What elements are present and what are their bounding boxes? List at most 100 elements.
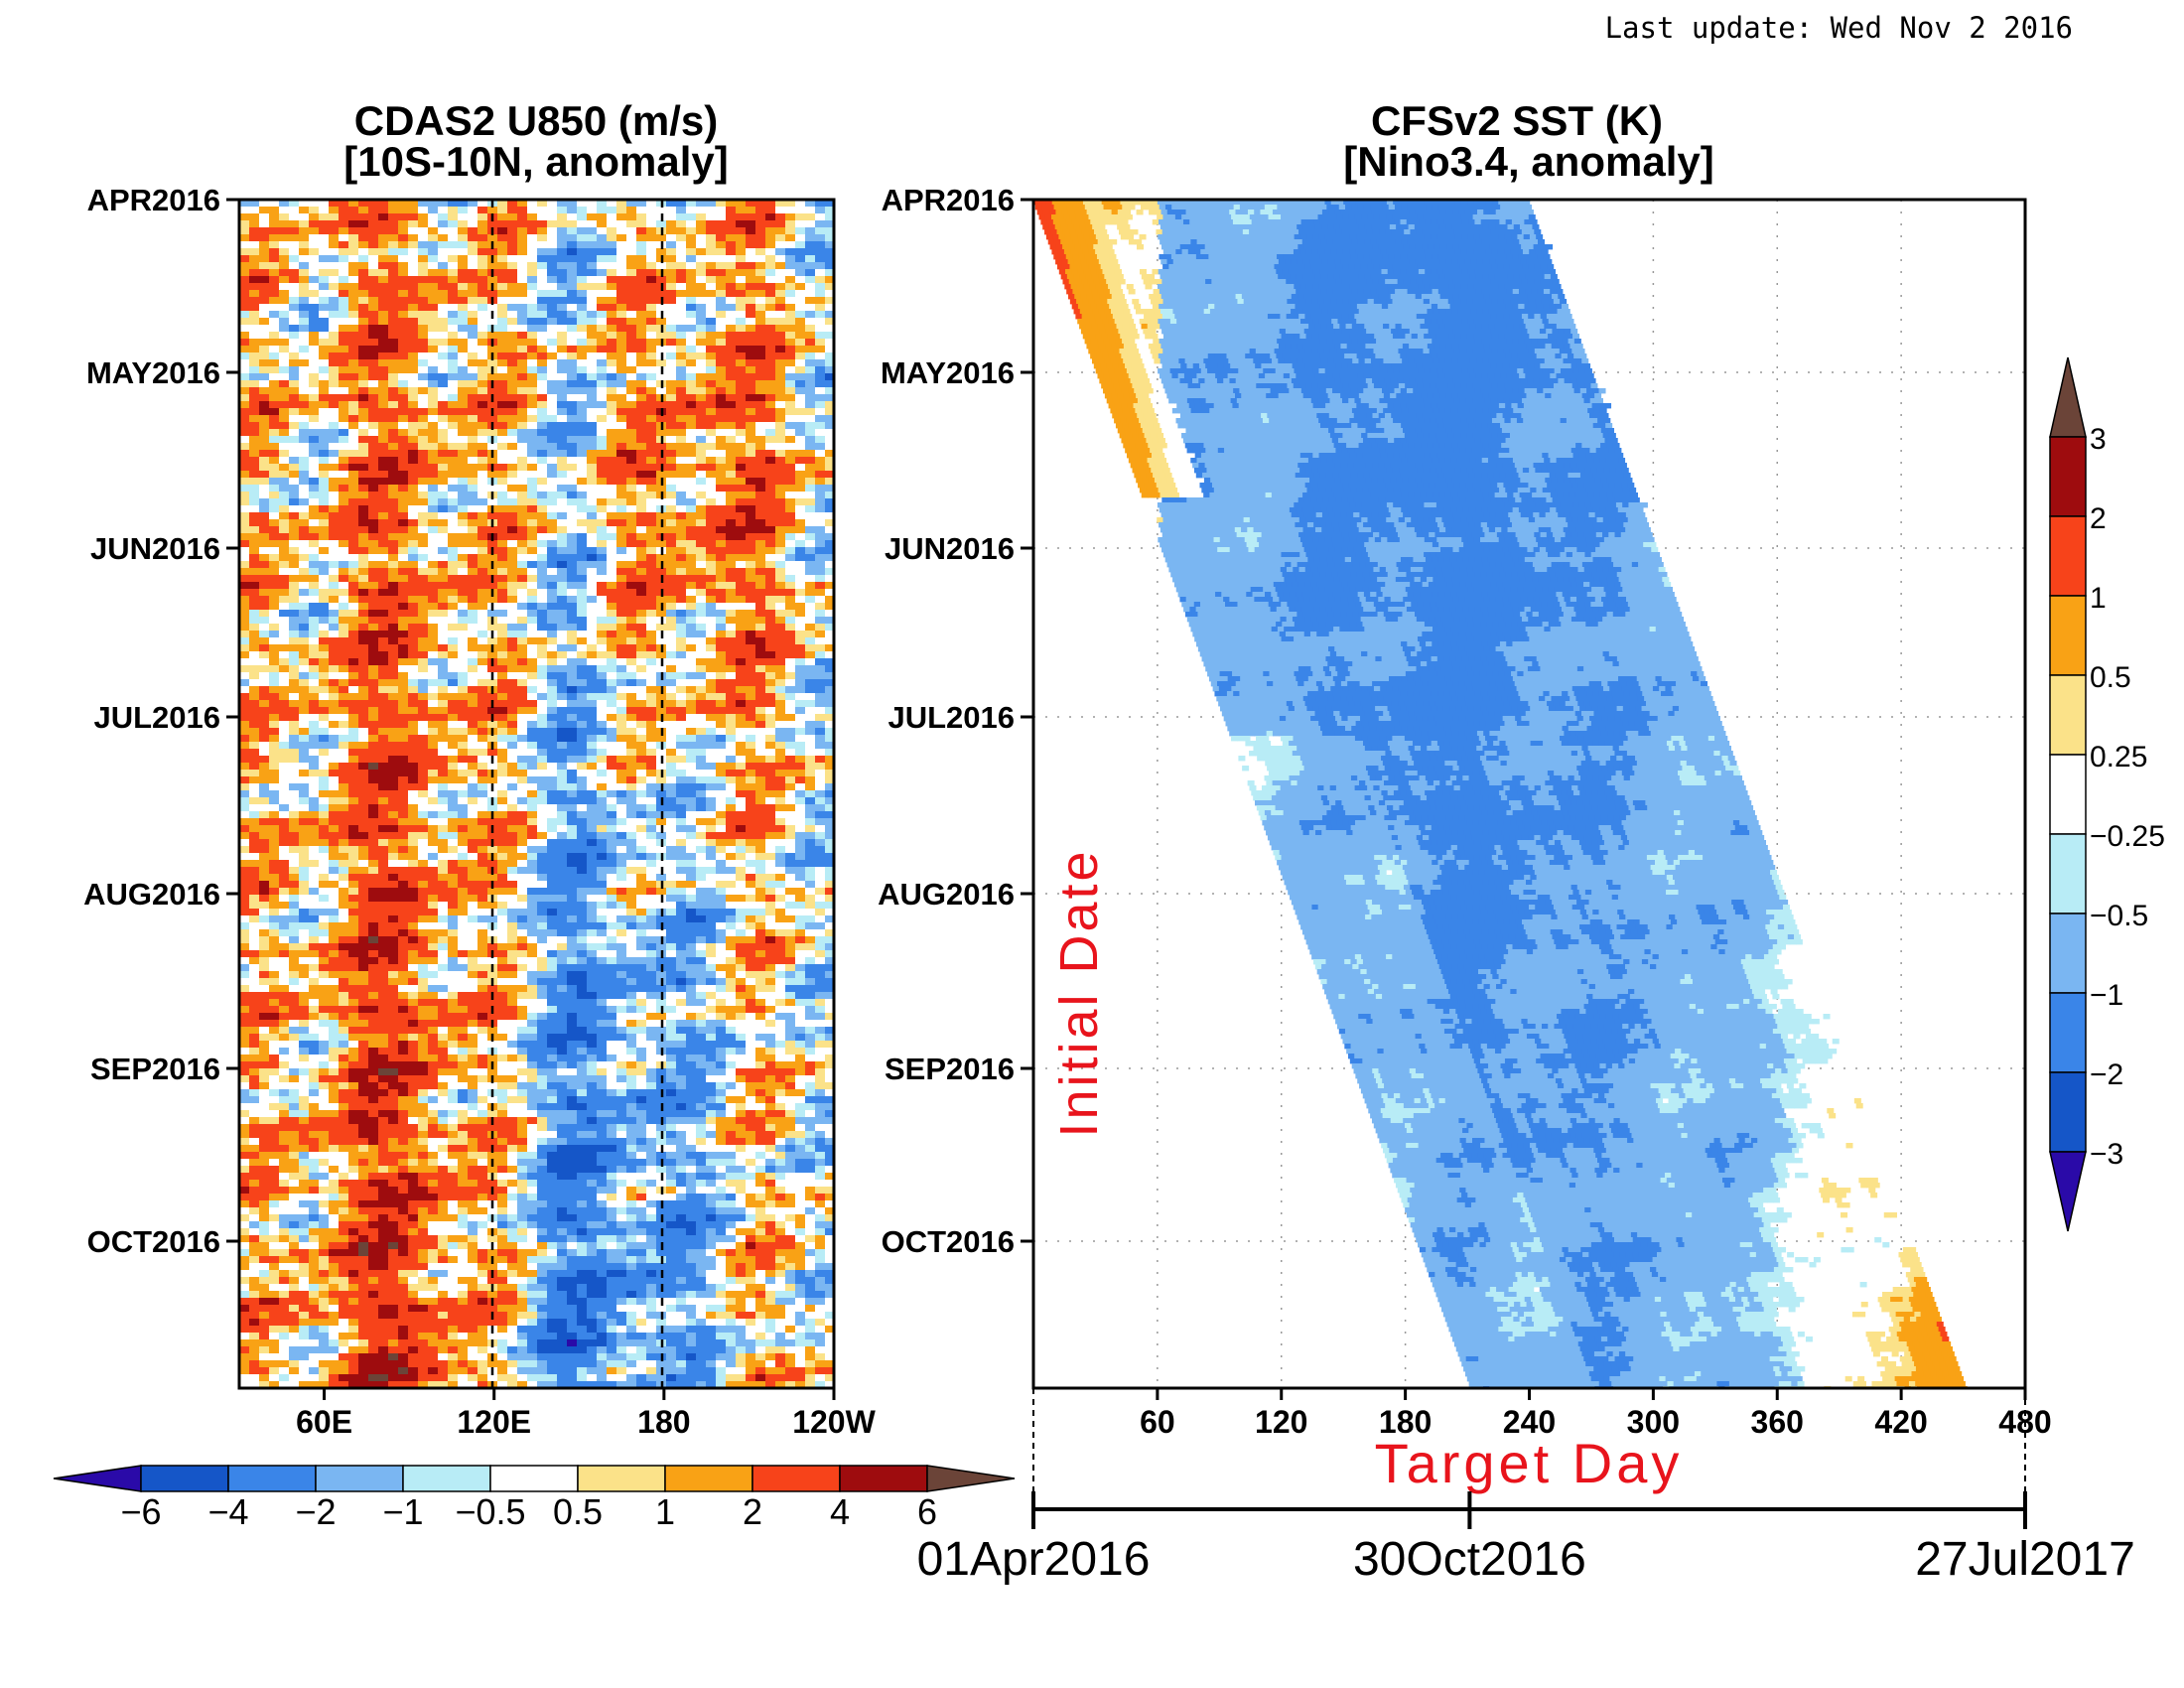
u850-cell xyxy=(567,770,578,777)
u850-cell xyxy=(368,220,379,228)
u850-cell xyxy=(577,373,588,381)
u850-cell xyxy=(716,519,727,527)
u850-cell xyxy=(239,220,250,228)
u850-cell xyxy=(398,276,409,284)
u850-cell xyxy=(408,213,419,221)
u850-cell xyxy=(249,339,260,347)
u850-cell xyxy=(726,234,737,242)
u850-cell xyxy=(329,443,340,451)
u850-cell xyxy=(825,735,834,743)
u850-cell xyxy=(517,276,528,284)
u850-cell xyxy=(577,220,588,228)
u850-cell xyxy=(398,742,409,750)
u850-cell xyxy=(259,617,270,625)
u850-cell xyxy=(279,380,290,388)
u850-cell xyxy=(239,631,250,638)
u850-cell xyxy=(527,554,538,562)
u850-cell xyxy=(666,554,677,562)
u850-cell xyxy=(696,568,707,576)
u850-cell xyxy=(607,749,617,757)
u850-cell xyxy=(319,200,330,208)
u850-cell xyxy=(825,763,834,771)
u850-cell xyxy=(805,568,816,576)
u850-cell xyxy=(517,415,528,423)
u850-cell xyxy=(309,241,320,249)
u850-cell xyxy=(755,624,766,632)
u850-cell xyxy=(686,234,697,242)
u850-cell xyxy=(448,234,459,242)
u850-cell xyxy=(378,471,389,479)
u850-cell xyxy=(626,693,637,701)
u850-cell xyxy=(378,234,389,242)
u850-cell xyxy=(478,200,488,208)
u850-cell xyxy=(607,346,617,353)
u850-cell xyxy=(239,707,250,715)
u850-cell xyxy=(656,582,667,590)
u850-cell xyxy=(706,283,717,291)
u850-cell xyxy=(805,387,816,395)
u850-cell xyxy=(537,637,548,645)
u850-cell xyxy=(259,387,270,395)
u850-cell xyxy=(299,359,310,367)
u850-cell xyxy=(666,346,677,353)
u850-cell xyxy=(408,707,419,715)
u850-cell xyxy=(726,269,737,277)
u850-cell xyxy=(388,464,399,472)
u850-cell xyxy=(378,436,389,444)
u850-cell xyxy=(597,547,608,555)
u850-cell xyxy=(577,464,588,472)
u850-cell xyxy=(736,269,747,277)
u850-cell xyxy=(418,429,429,437)
u850-cell xyxy=(666,637,677,645)
u850-cell xyxy=(597,311,608,319)
u850-cell xyxy=(517,318,528,326)
u850-cell xyxy=(339,443,349,451)
u850-cell xyxy=(309,631,320,638)
u850-cell xyxy=(577,686,588,694)
u850-cell xyxy=(557,429,568,437)
u850-cell xyxy=(785,651,796,659)
u850-cell xyxy=(785,359,796,367)
u850-cell xyxy=(795,325,806,333)
u850-cell xyxy=(636,380,647,388)
u850-cell xyxy=(626,575,637,583)
u850-cell xyxy=(656,373,667,381)
u850-cell xyxy=(706,436,717,444)
u850-cell xyxy=(815,241,826,249)
u850-cell xyxy=(388,207,399,214)
u850-cell xyxy=(497,519,508,527)
u850-cell xyxy=(269,589,280,597)
u850-cell xyxy=(785,443,796,451)
u850-cell xyxy=(388,366,399,374)
u850-cell xyxy=(428,665,439,673)
u850-cell xyxy=(577,297,588,305)
u850-cell xyxy=(676,512,687,520)
u850-cell xyxy=(239,763,250,771)
u850-cell xyxy=(815,707,826,715)
u850-cell xyxy=(755,311,766,319)
u850-cell xyxy=(795,207,806,214)
u850-cell xyxy=(368,332,379,340)
u850-cell xyxy=(448,450,459,458)
u850-cell xyxy=(646,450,657,458)
u850-cell xyxy=(577,346,588,353)
u850-cell xyxy=(339,269,349,277)
u850-cell xyxy=(418,241,429,249)
u850-cell xyxy=(746,220,756,228)
u850-cell xyxy=(339,352,349,360)
u850-cell xyxy=(616,213,627,221)
u850-cell xyxy=(666,742,677,750)
u850-cell xyxy=(636,234,647,242)
u850-cell xyxy=(478,346,488,353)
u850-cell xyxy=(428,749,439,757)
u850-cell xyxy=(239,457,250,465)
u850-cell xyxy=(269,213,280,221)
u850-cell xyxy=(765,756,776,764)
u850-cell xyxy=(597,749,608,757)
u850-cell xyxy=(408,220,419,228)
u850-cell xyxy=(418,311,429,319)
u850-cell xyxy=(259,665,270,673)
u850-cell xyxy=(537,735,548,743)
u850-cell xyxy=(478,721,488,729)
u850-cell xyxy=(706,693,717,701)
